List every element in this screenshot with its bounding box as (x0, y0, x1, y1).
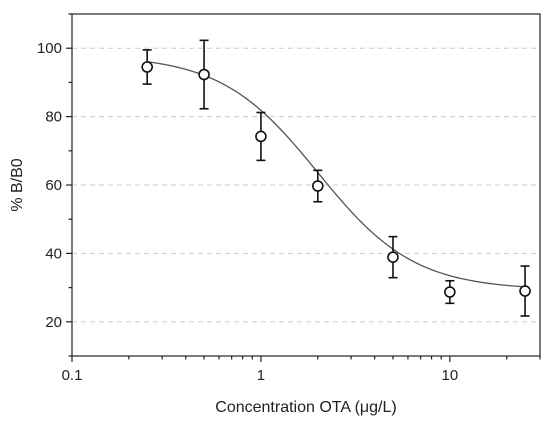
data-point (312, 180, 324, 192)
data-point (255, 130, 267, 143)
y-tick-label: 40 (45, 245, 62, 262)
data-point-group (198, 39, 210, 110)
axes (66, 13, 541, 362)
x-tick-label: 0.1 (62, 367, 83, 384)
y-axis-title: % B/B0 (9, 158, 26, 211)
y-tick-label: 20 (45, 314, 62, 331)
data-point (141, 61, 153, 73)
y-tick-label: 100 (37, 40, 62, 57)
data-point-group (519, 265, 531, 317)
data-points-layer (141, 39, 531, 317)
data-point-group (141, 49, 153, 85)
data-point-group (387, 235, 399, 279)
data-point-group (255, 111, 267, 162)
data-point (387, 251, 399, 263)
data-point (198, 68, 210, 81)
data-point (444, 286, 456, 298)
data-point-group (444, 279, 456, 305)
x-tick-label: 10 (442, 367, 459, 384)
x-tick-label: 1 (257, 367, 265, 384)
tick-labels: 20 40 60 80 100 0.1 1 10 (37, 40, 458, 384)
data-point (519, 285, 531, 297)
x-axis-title: Concentration OTA (μg/L) (215, 399, 396, 416)
y-tick-label: 60 (45, 177, 62, 194)
y-tick-label: 80 (45, 109, 62, 126)
fit-curve-layer (147, 61, 526, 288)
grid-lines (72, 47, 540, 323)
data-point-group (312, 169, 324, 203)
fit-curve (147, 61, 526, 288)
